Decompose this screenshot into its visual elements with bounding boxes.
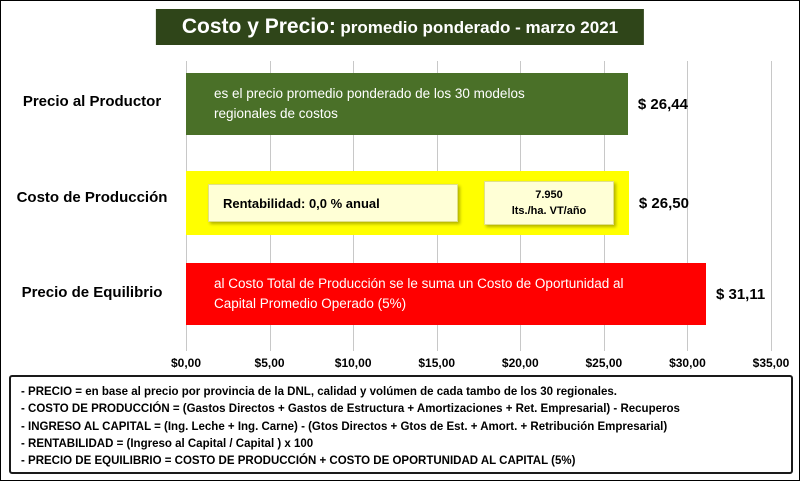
value-label-precio-de-equilibrio: $ 31,11: [715, 285, 766, 303]
bar-precio-de-equilibrio: al Costo Total de Producción se le suma …: [186, 263, 706, 325]
bar-row-costo-de-produccion: Rentabilidad: 0,0 % anual 7.950 lts./ha.…: [186, 171, 771, 235]
footnotes-box: - PRECIO = en base al precio por provinc…: [9, 375, 793, 474]
productivity-callout: 7.950 lts./ha. VT/año: [484, 181, 614, 225]
chart-title-main: Costo y Precio:: [181, 15, 336, 38]
rentabilidad-callout: Rentabilidad: 0,0 % anual: [208, 184, 458, 222]
productivity-unit: lts./ha. VT/año: [511, 205, 587, 217]
x-axis-tick: $15,00: [418, 356, 456, 370]
value-label-precio-al-productor: $ 26,44: [637, 95, 688, 113]
footnote-precio: - PRECIO = en base al precio por provinc…: [21, 386, 617, 398]
productivity-value: 7.950: [535, 188, 563, 201]
bar-precio-al-productor: es el precio promedio ponderado de los 3…: [186, 73, 628, 135]
x-axis-tick: $25,00: [585, 356, 623, 370]
category-label-precio-al-productor: Precio al Productor: [22, 93, 162, 110]
bar-annotation-precio-de-equilibrio: al Costo Total de Producción se le suma …: [214, 276, 624, 311]
plot-area: es el precio promedio ponderado de los 3…: [186, 61, 772, 351]
value-label-costo-de-produccion: $ 26,50: [638, 194, 689, 212]
gridline: [687, 61, 689, 351]
x-axis-tick: $20,00: [501, 356, 539, 370]
bar-row-precio-de-equilibrio: al Costo Total de Producción se le suma …: [186, 263, 771, 325]
bar-costo-de-produccion: Rentabilidad: 0,0 % anual 7.950 lts./ha.…: [186, 171, 629, 235]
footnote-ingreso-al-capital: - INGRESO AL CAPITAL = (Ing. Leche + Ing…: [21, 420, 668, 433]
category-label-costo-de-produccion: Costo de Producción: [16, 189, 168, 206]
x-axis-tick: $35,00: [752, 356, 790, 370]
x-axis-tick: $10,00: [334, 356, 372, 370]
chart-title-sub: promedio ponderado - marzo 2021: [340, 18, 619, 37]
gridline: [771, 61, 772, 351]
bar-row-precio-al-productor: es el precio promedio ponderado de los 3…: [186, 73, 771, 135]
x-axis-tick: $30,00: [669, 356, 706, 370]
footnote-rentabilidad: - RENTABILIDAD = (Ingreso al Capital / C…: [21, 437, 314, 450]
x-axis-tick: $0,00: [170, 356, 202, 370]
chart-title: Costo y Precio: promedio ponderado - mar…: [155, 9, 645, 45]
category-label-precio-de-equilibrio: Precio de Equilibrio: [21, 284, 163, 301]
x-axis-tick: $5,00: [254, 356, 285, 370]
footnote-costo-de-produccion: - COSTO DE PRODUCCIÓN = (Gastos Directos…: [21, 403, 680, 416]
bar-annotation-precio-al-productor: es el precio promedio ponderado de los 3…: [214, 86, 525, 121]
footnote-precio-de-equilibrio: - PRECIO DE EQUILIBRIO = COSTO DE PRODUC…: [21, 455, 576, 468]
